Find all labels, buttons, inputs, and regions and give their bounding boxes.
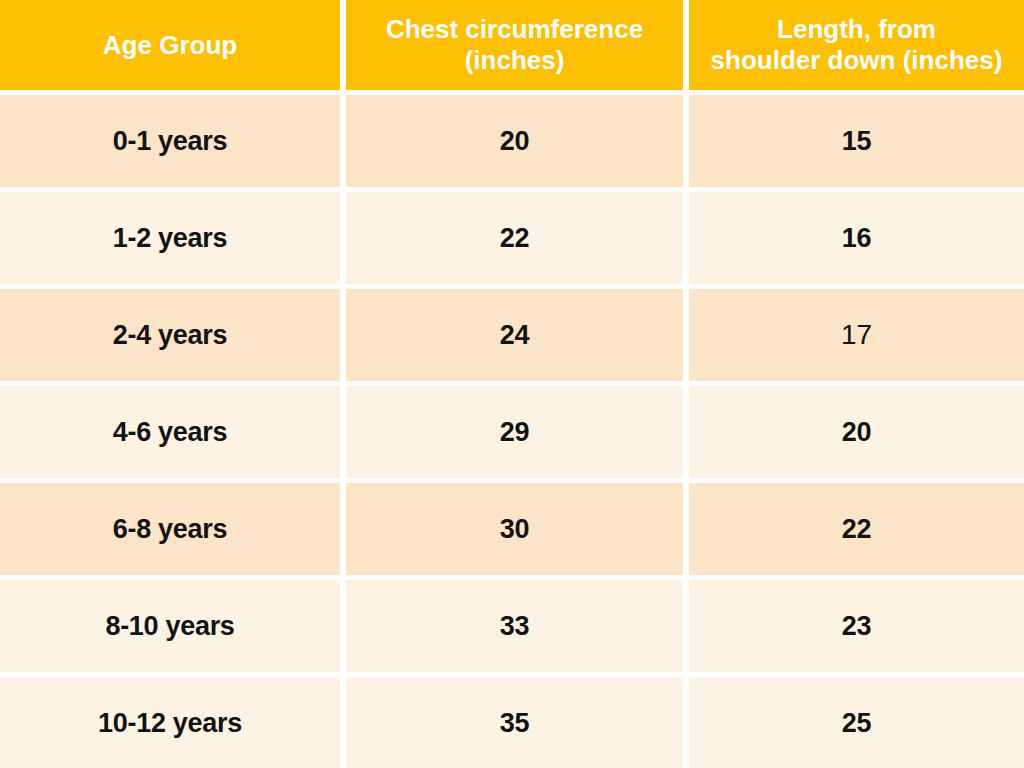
chest-cell: 35	[346, 677, 683, 768]
chest-cell: 24	[346, 289, 683, 381]
header-line: Length, from	[777, 14, 936, 45]
age-cell: 6-8 years	[0, 483, 340, 575]
size-chart-page: Age Group Chest circumference (inches) L…	[0, 0, 1024, 768]
length-cell: 25	[689, 677, 1024, 768]
age-cell: 8-10 years	[0, 580, 340, 672]
size-chart-table: Age Group Chest circumference (inches) L…	[0, 0, 1024, 768]
length-cell: 17	[689, 289, 1024, 381]
length-cell: 15	[689, 95, 1024, 187]
column-header-chest-circumference: Chest circumference (inches)	[346, 0, 683, 90]
length-cell: 20	[689, 386, 1024, 478]
age-cell: 0-1 years	[0, 95, 340, 187]
chest-cell: 20	[346, 95, 683, 187]
length-cell: 22	[689, 483, 1024, 575]
age-cell: 1-2 years	[0, 192, 340, 284]
length-cell: 23	[689, 580, 1024, 672]
header-line: Chest circumference	[386, 14, 643, 45]
chest-cell: 33	[346, 580, 683, 672]
column-header-length: Length, from shoulder down (inches)	[689, 0, 1024, 90]
age-cell: 10-12 years	[0, 677, 340, 768]
length-cell: 16	[689, 192, 1024, 284]
header-line: (inches)	[465, 45, 565, 76]
age-cell: 2-4 years	[0, 289, 340, 381]
column-header-age-group: Age Group	[0, 0, 340, 90]
age-cell: 4-6 years	[0, 386, 340, 478]
header-line: shoulder down (inches)	[711, 45, 1003, 76]
chest-cell: 30	[346, 483, 683, 575]
chest-cell: 22	[346, 192, 683, 284]
header-line: Age Group	[103, 30, 237, 61]
chest-cell: 29	[346, 386, 683, 478]
